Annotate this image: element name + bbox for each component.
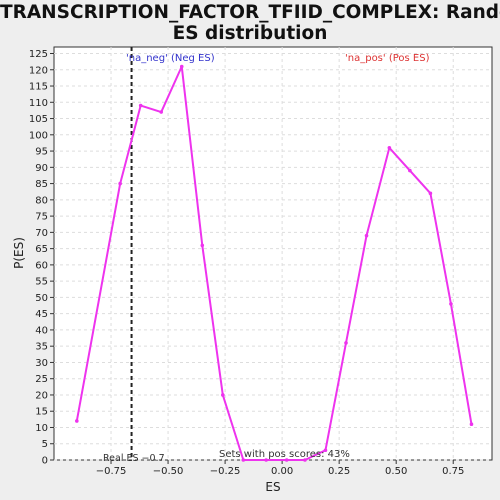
y-tick-label: 15: [35, 407, 48, 418]
y-tick-label: 105: [29, 114, 48, 125]
x-tick-label: 0.50: [385, 466, 407, 477]
y-tick-label: 80: [35, 195, 48, 206]
plot-area: [53, 46, 493, 461]
data-point: [118, 181, 122, 186]
x-tick-label: 0.75: [442, 466, 464, 477]
chart-title-line-1: TRANSCRIPTION_FACTOR_TFIID_COMPLEX: Rand…: [0, 2, 500, 23]
y-tick-label: 55: [35, 277, 48, 288]
y-tick-label: 35: [35, 342, 48, 353]
y-tick-label: 100: [29, 130, 48, 141]
data-point: [221, 393, 225, 397]
y-tick-label: 25: [35, 374, 48, 385]
data-point: [364, 233, 369, 238]
data-point: [469, 422, 474, 427]
data-point: [387, 146, 392, 150]
grid: [54, 47, 492, 461]
data-point: [408, 168, 412, 173]
real-es-label: Real ES −0.7: [103, 453, 165, 464]
x-tick-label: 0.25: [328, 466, 350, 477]
x-axis-label: ES: [265, 480, 280, 494]
x-tick-label: 0.00: [271, 466, 293, 477]
pos-es-label: 'na_pos' (Pos ES): [345, 53, 430, 64]
y-tick-label: 50: [35, 293, 48, 304]
data-point: [138, 103, 143, 108]
y-tick-label: 40: [35, 325, 48, 336]
y-tick-label: 95: [35, 147, 48, 158]
y-axis-label: P(ES): [12, 237, 26, 269]
y-tick-label: 20: [35, 390, 48, 401]
y-tick-label: 70: [35, 228, 48, 239]
y-axis-ticks: 0 5 10 15 20 25 30 35 40 45 50 55 60 65 70 75 80 85 90 95 10…: [29, 49, 54, 467]
y-tick-label: 60: [35, 260, 48, 271]
data-point: [303, 458, 307, 462]
y-tick-label: 90: [35, 163, 48, 174]
data-point: [344, 341, 348, 345]
y-tick-label: 85: [35, 179, 48, 190]
data-point: [200, 243, 205, 248]
y-tick-label: 0: [42, 456, 48, 467]
neg-es-label: 'na_neg' (Neg ES): [126, 53, 215, 64]
y-tick-label: 30: [35, 358, 48, 369]
y-tick-label: 125: [29, 49, 48, 60]
x-axis-ticks: −0.75 −0.50 −0.25 0.00 0.25 0.50 0.75: [96, 460, 464, 477]
series-points: [75, 64, 474, 462]
y-tick-label: 115: [29, 82, 48, 93]
data-point: [449, 302, 453, 306]
data-point: [264, 458, 268, 462]
y-tick-label: 120: [29, 65, 48, 76]
y-tick-label: 75: [35, 212, 48, 223]
x-tick-label: −0.75: [96, 466, 127, 477]
y-tick-label: 5: [42, 439, 48, 450]
y-tick-label: 10: [35, 423, 48, 434]
data-point: [428, 191, 433, 196]
data-point: [75, 419, 79, 423]
x-tick-label: −0.25: [210, 466, 241, 477]
chart-title: TRANSCRIPTION_FACTOR_TFIID_COMPLEX: Rand…: [0, 2, 500, 44]
data-point: [159, 110, 164, 114]
data-point: [179, 64, 184, 69]
y-tick-label: 110: [29, 98, 48, 109]
x-tick-label: −0.50: [153, 466, 184, 477]
data-point: [323, 448, 328, 453]
data-point: [241, 458, 246, 462]
y-tick-label: 45: [35, 309, 48, 320]
y-tick-label: 65: [35, 244, 48, 255]
chart-title-line-2: ES distribution: [172, 23, 328, 44]
data-point: [284, 458, 289, 462]
sets-pos-scores-label: Sets with pos scores: 43%: [219, 449, 350, 460]
